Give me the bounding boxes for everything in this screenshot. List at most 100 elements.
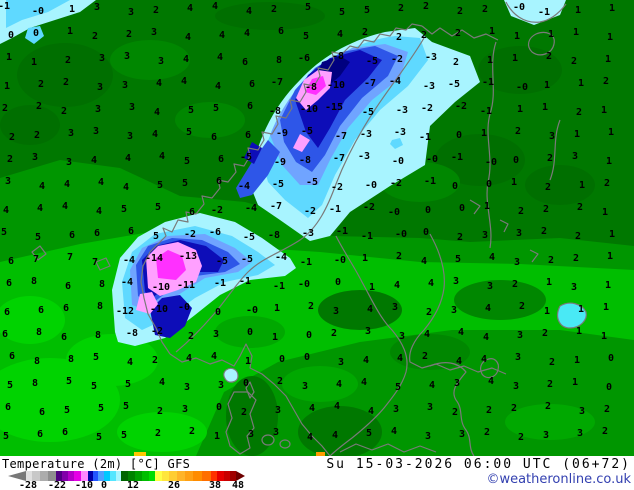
temperature-value-label: 2 xyxy=(152,355,158,366)
temperature-value-label: 4 xyxy=(125,153,131,164)
temperature-value-label: 3 xyxy=(513,381,519,392)
temperature-value-label: 5 xyxy=(364,5,370,16)
temperature-value-label: 3 xyxy=(273,427,279,438)
temperature-value-label: 6 xyxy=(128,226,134,237)
temperature-value-label: 5 xyxy=(125,379,131,390)
temperature-value-label: 1 xyxy=(607,32,613,43)
temperature-value-label: 3 xyxy=(459,429,465,440)
colorbar-segment xyxy=(169,471,177,481)
temperature-value-label: -2 xyxy=(211,205,223,216)
temperature-value-label: -5 xyxy=(366,56,378,67)
temperature-value-label: 6 xyxy=(5,402,11,413)
temperature-value-label: 3 xyxy=(124,51,130,62)
temperature-value-label: -1 xyxy=(480,106,492,117)
colorbar-segment xyxy=(162,471,169,481)
temperature-value-label: 4 xyxy=(334,401,340,412)
coastline xyxy=(329,235,408,456)
temperature-value-label: 2 xyxy=(426,307,432,318)
temperature-value-label: 1 xyxy=(575,5,581,16)
coastline xyxy=(527,31,555,56)
temperature-value-label: 3 xyxy=(151,27,157,38)
temperature-value-label: 3 xyxy=(427,402,433,413)
temperature-value-label: 4 xyxy=(212,1,218,12)
temperature-value-label: 3 xyxy=(515,352,521,363)
temperature-value-label: 3 xyxy=(399,331,405,342)
colorbar-segment xyxy=(81,471,88,481)
temperature-value-label: 6 xyxy=(62,427,68,438)
temperature-value-label: 1 xyxy=(514,31,520,42)
temperature-value-label: 0 xyxy=(247,327,253,338)
darkblue-south-lower xyxy=(150,295,192,338)
temperature-value-label: -6 xyxy=(209,227,221,238)
temperature-value-label: 4 xyxy=(307,432,313,443)
temperature-value-label: 3 xyxy=(453,276,459,287)
temperature-value-label: 3 xyxy=(365,326,371,337)
temperature-value-label: 3 xyxy=(66,157,72,168)
temperature-value-label: 4 xyxy=(91,155,97,166)
temperature-value-label: 5 xyxy=(7,380,13,391)
coastline xyxy=(140,23,423,355)
green-texture-patch xyxy=(66,334,158,386)
temperature-value-label: 2 xyxy=(548,255,554,266)
temperature-value-label: -0 xyxy=(298,279,310,290)
blue-coastal-streak xyxy=(236,140,280,198)
green-texture-patch xyxy=(454,280,546,320)
temperature-value-label: 2 xyxy=(484,427,490,438)
coastline xyxy=(339,443,437,453)
temperature-value-label: 1 xyxy=(542,102,548,113)
temperature-value-label: 2 xyxy=(518,206,524,217)
colorbar-segment xyxy=(88,471,93,481)
temperature-value-label: 8 xyxy=(34,356,40,367)
temperature-value-label: -5 xyxy=(216,256,228,267)
temperature-value-label: -1 xyxy=(538,7,550,18)
temperature-value-label: 4 xyxy=(361,377,367,388)
temperature-value-label: 2 xyxy=(189,426,195,437)
temperature-value-label: 1 xyxy=(31,57,37,68)
temperature-value-label: 1 xyxy=(574,355,580,366)
temperature-value-label: -10 xyxy=(152,282,170,293)
temperature-value-label: 5 xyxy=(96,432,102,443)
temperature-value-label: 5 xyxy=(3,431,9,442)
temperature-value-label: 3 xyxy=(454,378,460,389)
temperature-value-label: 2 xyxy=(277,376,283,387)
temperature-value-label: 4 xyxy=(483,332,489,343)
temperature-value-label: -4 xyxy=(238,181,250,192)
temperature-value-label: 6 xyxy=(249,79,255,90)
temperature-value-label: 2 xyxy=(455,28,461,39)
temperature-value-label: 2 xyxy=(518,432,524,443)
temperature-value-label: 4 xyxy=(3,205,9,216)
temperature-value-label: 0 xyxy=(243,378,249,389)
temperature-value-label: -5 xyxy=(240,152,252,163)
temperature-value-label: 1 xyxy=(576,326,582,337)
temperature-value-label: 4 xyxy=(185,32,191,43)
temperature-value-label: 6 xyxy=(8,256,14,267)
temperature-value-label: -10 xyxy=(150,304,168,315)
temperature-value-label: 2 xyxy=(7,154,13,165)
temperature-value-label: 4 xyxy=(123,182,129,193)
temperature-value-label: 4 xyxy=(96,206,102,217)
temperature-value-label: 4 xyxy=(489,252,495,263)
temperature-value-label: 4 xyxy=(394,280,400,291)
green-texture-patch xyxy=(478,46,562,94)
temperature-value-label: -5 xyxy=(448,79,460,90)
temperature-value-label: 2 xyxy=(396,251,402,262)
temperature-value-label: 5 xyxy=(184,156,190,167)
temperature-value-label: 8 xyxy=(32,378,38,389)
colorbar-tick-label: 12 xyxy=(126,480,140,490)
temperature-value-label: 6 xyxy=(247,101,253,112)
temperature-value-label: 3 xyxy=(129,102,135,113)
copyright-link[interactable]: ©weatheronline.co.uk xyxy=(486,472,631,487)
temperature-value-label: -4 xyxy=(275,252,287,263)
temperature-value-label: 2 xyxy=(511,403,517,414)
temperature-value-label: 5 xyxy=(121,204,127,215)
temperature-value-label: 8 xyxy=(31,276,37,287)
green-texture-patch xyxy=(525,165,595,205)
temperature-value-label: 4 xyxy=(336,379,342,390)
temperature-value-label: 2 xyxy=(452,407,458,418)
temperature-value-label: 4 xyxy=(456,356,462,367)
temperature-value-label: -8 xyxy=(299,155,311,166)
temperature-value-label: 6 xyxy=(65,281,71,292)
temperature-value-label: 2 xyxy=(571,56,577,67)
temperature-value-label: 4 xyxy=(159,151,165,162)
temperature-value-label: 2 xyxy=(453,57,459,68)
